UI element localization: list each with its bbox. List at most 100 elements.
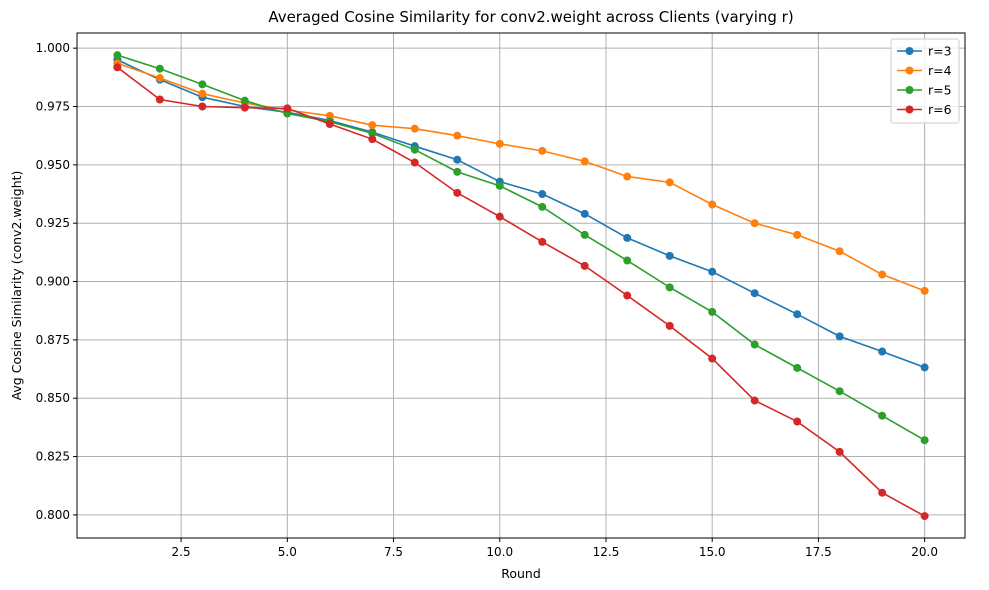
data-point bbox=[708, 200, 717, 209]
data-point bbox=[708, 307, 717, 316]
chart-title: Averaged Cosine Similarity for conv2.wei… bbox=[268, 8, 793, 26]
data-point bbox=[835, 332, 844, 341]
x-tick-label: 12.5 bbox=[593, 545, 620, 559]
data-point bbox=[920, 363, 929, 372]
legend-marker bbox=[905, 105, 914, 114]
plot-frame bbox=[76, 32, 966, 539]
data-point bbox=[920, 286, 929, 295]
data-point bbox=[198, 80, 207, 89]
legend-box bbox=[890, 38, 960, 124]
data-point bbox=[325, 120, 334, 129]
data-point bbox=[793, 363, 802, 372]
series-line-r4 bbox=[117, 62, 925, 292]
legend-label: r=4 bbox=[928, 63, 952, 78]
data-point bbox=[623, 233, 632, 242]
data-point bbox=[793, 230, 802, 239]
data-point bbox=[623, 256, 632, 265]
legend-item-r6: r=6 bbox=[897, 102, 952, 117]
legend-marker bbox=[905, 47, 914, 55]
data-point bbox=[580, 209, 589, 218]
y-tick-label: 1.000 bbox=[36, 41, 70, 55]
x-axis-label: Round bbox=[501, 566, 541, 581]
x-tick-label: 10.0 bbox=[486, 545, 513, 559]
legend-item-r3: r=3 bbox=[897, 44, 952, 59]
legend: r=3 r=4 r=5 r=6 bbox=[890, 38, 960, 124]
tick-layer: 2.5 5.0 7.5 10.0 12.5 15.0 17.5 20.0 0.800 0.825 0… bbox=[36, 41, 938, 559]
data-point bbox=[538, 202, 547, 211]
data-point bbox=[495, 212, 504, 221]
data-point bbox=[835, 247, 844, 256]
data-point bbox=[283, 104, 292, 113]
data-point bbox=[368, 135, 377, 144]
x-tick-label: 15.0 bbox=[699, 545, 726, 559]
x-tick-label: 2.5 bbox=[172, 545, 191, 559]
y-tick-label: 0.950 bbox=[36, 158, 70, 172]
data-point bbox=[878, 347, 887, 356]
data-point bbox=[793, 310, 802, 319]
data-point bbox=[708, 354, 717, 363]
x-tick-label: 20.0 bbox=[911, 545, 938, 559]
legend-marker bbox=[905, 86, 914, 94]
series-line-r5 bbox=[117, 54, 926, 441]
data-point bbox=[155, 64, 164, 73]
data-point bbox=[878, 270, 887, 279]
data-point bbox=[665, 251, 674, 260]
data-point bbox=[453, 188, 462, 197]
legend-label: r=3 bbox=[928, 44, 952, 59]
legend-marker bbox=[905, 66, 914, 75]
y-tick-label: 0.975 bbox=[36, 100, 70, 114]
series-layer bbox=[113, 51, 929, 521]
data-point bbox=[155, 95, 164, 104]
data-point bbox=[580, 261, 589, 270]
data-point bbox=[325, 111, 334, 120]
data-point bbox=[793, 417, 802, 426]
data-point bbox=[453, 167, 462, 176]
legend-item-r5: r=5 bbox=[897, 83, 952, 98]
legend-item-r4: r=4 bbox=[897, 63, 952, 78]
data-point bbox=[750, 289, 759, 298]
data-point bbox=[835, 447, 844, 456]
data-point bbox=[453, 131, 462, 140]
y-tick-label: 0.800 bbox=[36, 508, 70, 522]
x-tick-label: 5.0 bbox=[278, 545, 297, 559]
y-tick-label: 0.925 bbox=[36, 216, 70, 230]
data-point bbox=[878, 488, 887, 497]
y-axis-label: Avg Cosine Similarity (conv2.weight) bbox=[9, 171, 24, 401]
data-point bbox=[665, 283, 674, 292]
data-point bbox=[708, 267, 717, 276]
data-point bbox=[538, 146, 547, 155]
data-point bbox=[750, 396, 759, 405]
data-point bbox=[878, 411, 887, 420]
y-tick-label: 0.900 bbox=[36, 275, 70, 289]
data-point bbox=[538, 237, 547, 246]
series-r4 bbox=[113, 59, 929, 295]
data-point bbox=[240, 96, 249, 105]
data-point bbox=[198, 102, 207, 111]
data-point bbox=[113, 51, 122, 60]
y-tick-label: 0.875 bbox=[36, 333, 70, 347]
series-line-r3 bbox=[117, 59, 925, 369]
data-point bbox=[580, 230, 589, 239]
data-point bbox=[495, 181, 504, 190]
data-point bbox=[240, 103, 249, 112]
data-point bbox=[665, 178, 674, 187]
data-point bbox=[538, 190, 547, 199]
y-tick-label: 0.825 bbox=[36, 450, 70, 464]
data-point bbox=[920, 512, 929, 521]
legend-label: r=6 bbox=[928, 102, 952, 117]
y-tick-label: 0.850 bbox=[36, 391, 70, 405]
series-r5 bbox=[113, 51, 929, 445]
data-point bbox=[453, 155, 462, 164]
series-r3 bbox=[113, 55, 929, 372]
data-point bbox=[113, 63, 122, 72]
x-tick-label: 17.5 bbox=[805, 545, 832, 559]
data-point bbox=[623, 291, 632, 300]
data-point bbox=[750, 340, 759, 349]
legend-label: r=5 bbox=[928, 83, 952, 98]
data-point bbox=[580, 157, 589, 166]
data-point bbox=[198, 89, 207, 98]
data-point bbox=[495, 139, 504, 148]
x-tick-label: 7.5 bbox=[384, 545, 403, 559]
data-point bbox=[410, 124, 419, 133]
